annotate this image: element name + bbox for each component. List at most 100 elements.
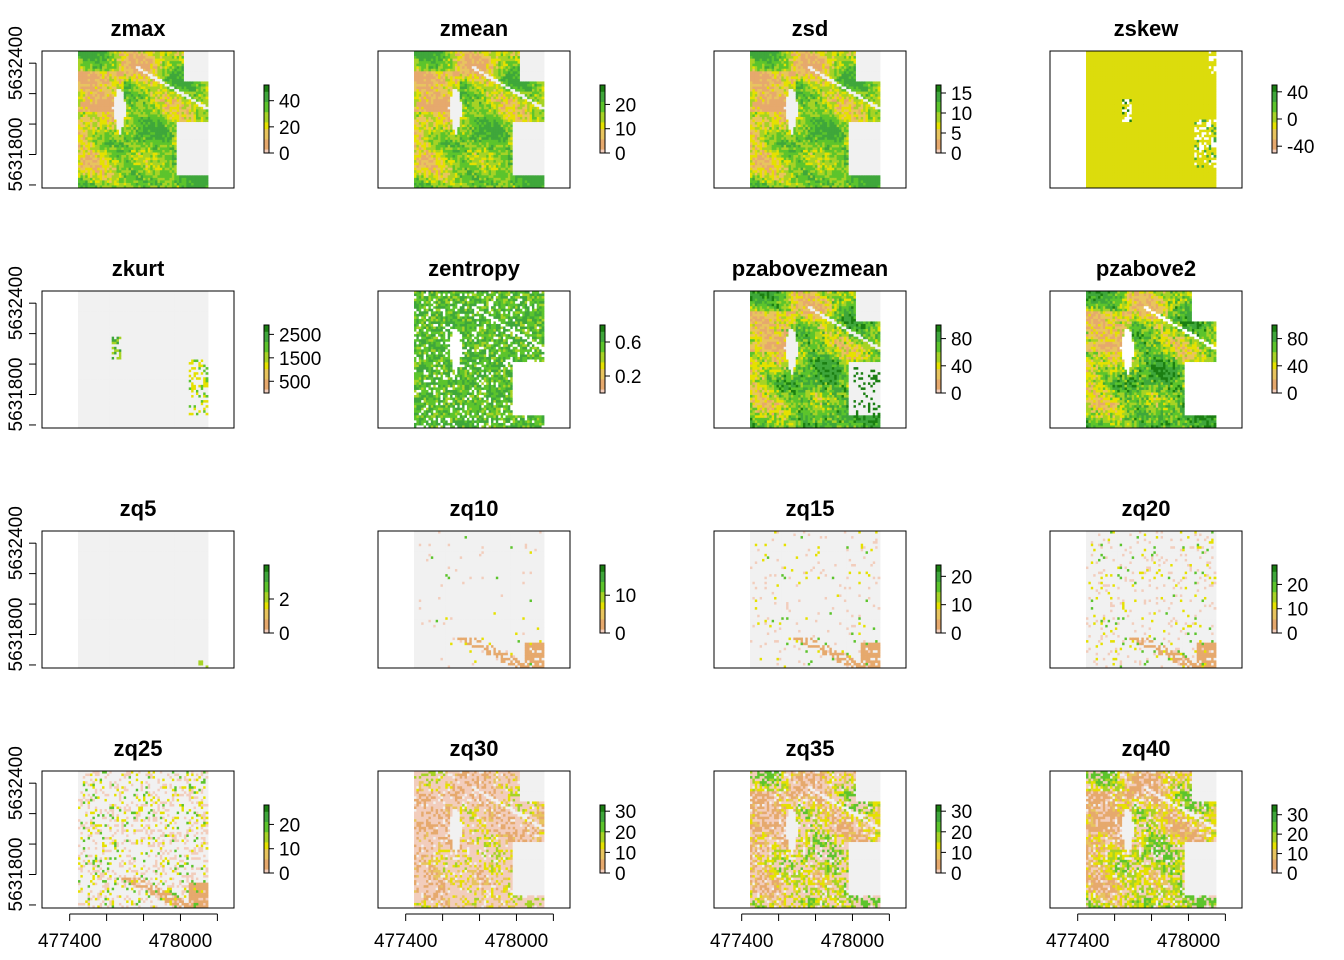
x-tick-label: 478000 xyxy=(821,931,884,952)
legend-zskew: 400-40 xyxy=(1272,83,1314,158)
legend-swatch xyxy=(1272,109,1277,113)
legend-swatch xyxy=(264,836,269,840)
legend-swatch xyxy=(264,819,269,823)
legend-swatch xyxy=(600,105,605,109)
legend-swatch xyxy=(1272,592,1277,596)
raster-pzabove2 xyxy=(1086,291,1216,428)
legend-swatch xyxy=(1272,85,1277,89)
legend-swatch xyxy=(264,863,269,867)
legend-swatch xyxy=(936,99,941,103)
legend-swatch xyxy=(1272,332,1277,336)
legend-swatch xyxy=(936,126,941,130)
legend-swatch xyxy=(600,139,605,143)
legend-swatch xyxy=(264,325,269,329)
legend-swatch xyxy=(264,379,269,383)
legend-swatch xyxy=(264,599,269,603)
panel-title: zkurt xyxy=(112,256,165,281)
legend-swatch xyxy=(936,606,941,610)
legend-swatch xyxy=(264,812,269,816)
legend-swatch xyxy=(1272,112,1277,116)
legend-swatch xyxy=(264,582,269,586)
legend-swatch xyxy=(936,859,941,863)
legend-swatch xyxy=(1272,836,1277,840)
legend-swatch xyxy=(1272,609,1277,613)
panel-title: zq20 xyxy=(1122,496,1171,521)
legend-swatch xyxy=(600,92,605,96)
panel-title: zskew xyxy=(1114,16,1180,41)
legend-swatch xyxy=(936,366,941,370)
panel-title: zq30 xyxy=(450,736,499,761)
legend-swatch xyxy=(264,842,269,846)
legend-swatch xyxy=(600,606,605,610)
legend-swatch xyxy=(600,592,605,596)
legend-swatch xyxy=(936,136,941,140)
legend-swatch xyxy=(264,825,269,829)
panel-title: zq5 xyxy=(120,496,157,521)
legend-swatch xyxy=(600,815,605,819)
legend-tick-label: 2500 xyxy=(279,325,321,346)
legend-swatch xyxy=(936,849,941,853)
legend-swatch xyxy=(1272,846,1277,850)
legend-swatch xyxy=(936,599,941,603)
legend-swatch xyxy=(264,373,269,377)
legend-swatch xyxy=(1272,616,1277,620)
legend-swatch xyxy=(264,126,269,130)
legend-swatch xyxy=(600,808,605,812)
legend-swatch xyxy=(600,136,605,140)
legend-tick-label: 15 xyxy=(951,84,972,105)
legend-swatch xyxy=(936,119,941,123)
legend-swatch xyxy=(936,342,941,346)
legend-tick-label: 20 xyxy=(279,815,300,836)
legend-swatch xyxy=(1272,842,1277,846)
legend-swatch xyxy=(264,572,269,576)
legend-swatch xyxy=(600,866,605,870)
legend-tick-label: 0 xyxy=(1287,110,1298,131)
legend-swatch xyxy=(600,126,605,130)
legend-swatch xyxy=(264,805,269,809)
legend-swatch xyxy=(264,95,269,99)
legend-zentropy: 0.60.2 xyxy=(600,325,641,393)
legend-swatch xyxy=(600,112,605,116)
x-tick-label: 477400 xyxy=(1046,931,1109,952)
legend-swatch xyxy=(264,102,269,106)
legend-swatch xyxy=(1272,345,1277,349)
legend-swatch xyxy=(600,116,605,120)
legend-tick-label: 10 xyxy=(951,596,972,617)
legend-swatch xyxy=(1272,839,1277,843)
y-tick-label: 5632400 xyxy=(6,506,27,580)
panel-title: zq10 xyxy=(450,496,499,521)
raster-zq20 xyxy=(1086,531,1216,668)
y-tick-label: 5632400 xyxy=(6,746,27,820)
legend-swatch xyxy=(936,129,941,133)
legend-swatch xyxy=(1272,606,1277,610)
legend-swatch xyxy=(264,342,269,346)
legend-swatch xyxy=(264,575,269,579)
y-tick-label: 5632400 xyxy=(6,266,27,340)
legend-swatch xyxy=(264,585,269,589)
legend-swatch xyxy=(1272,623,1277,627)
legend-swatch xyxy=(936,853,941,857)
legend-swatch xyxy=(936,369,941,373)
legend-swatch xyxy=(1272,856,1277,860)
legend-swatch xyxy=(936,575,941,579)
panel-title: pzabove2 xyxy=(1096,256,1196,281)
legend-swatch xyxy=(936,352,941,356)
legend-swatch xyxy=(936,832,941,836)
y-tick-label: 5631800 xyxy=(6,598,27,672)
legend-tick-label: 10 xyxy=(951,843,972,864)
legend-swatch xyxy=(936,623,941,627)
y-tick-label: 5631800 xyxy=(6,838,27,912)
legend-swatch xyxy=(936,328,941,332)
legend-swatch xyxy=(936,373,941,377)
legend-swatch xyxy=(264,866,269,870)
legend-swatch xyxy=(936,819,941,823)
legend-swatch xyxy=(264,606,269,610)
legend-swatch xyxy=(1272,116,1277,120)
